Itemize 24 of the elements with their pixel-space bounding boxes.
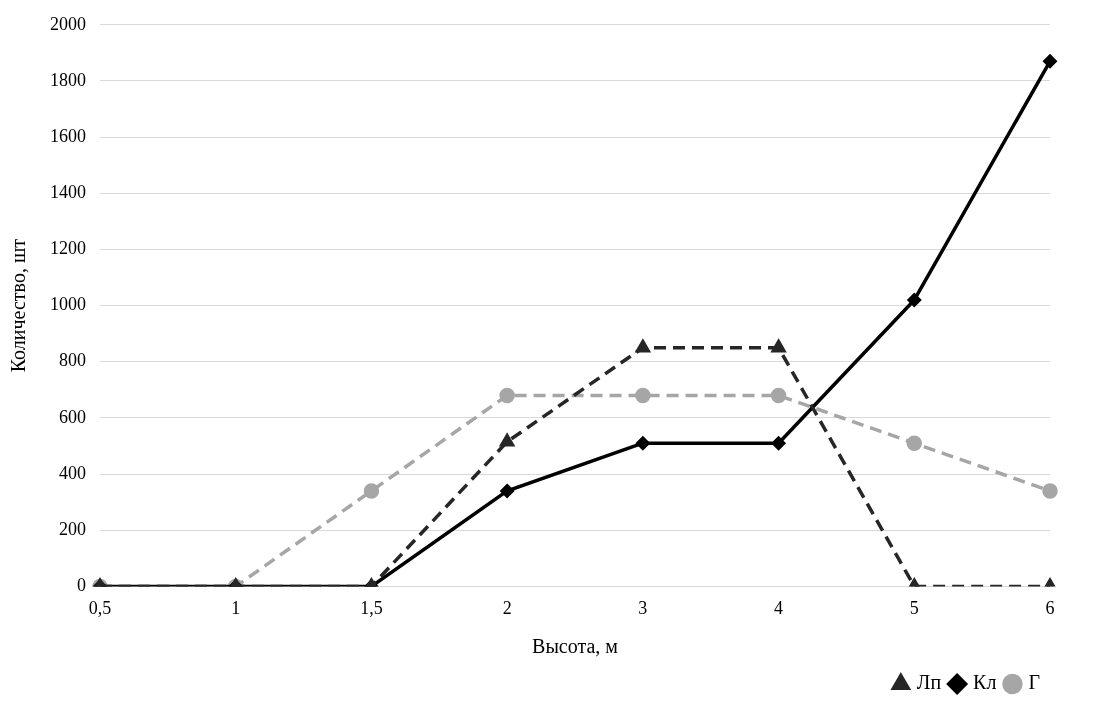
x-tick-label: 2: [502, 597, 512, 618]
y-tick-label: 1800: [50, 69, 86, 90]
y-tick-label: 1400: [50, 182, 86, 203]
x-tick-label: 1: [231, 597, 241, 618]
x-axis-title: Высота, м: [532, 635, 619, 658]
legend-label: Кл: [973, 671, 997, 694]
x-tick-label: 4: [774, 597, 784, 618]
x-tick-label: 1,5: [360, 597, 383, 618]
y-tick-label: 0: [77, 575, 86, 596]
y-tick-label: 400: [59, 462, 86, 483]
y-tick-label: 1600: [50, 125, 86, 146]
y-tick-label: 1200: [50, 238, 86, 259]
y-axis-title: Количество, шт: [7, 238, 30, 373]
y-tick-label: 2000: [50, 13, 86, 34]
y-tick-label: 200: [59, 518, 86, 539]
y-tick-label: 600: [59, 406, 86, 427]
x-tick-label: 0,5: [88, 597, 112, 618]
y-tick-label: 1000: [50, 294, 86, 315]
legend-label: Лп: [916, 671, 942, 694]
x-tick-label: 5: [909, 597, 919, 618]
x-tick-label: 6: [1045, 597, 1055, 618]
y-tick-label: 800: [59, 350, 86, 371]
x-tick-label: 3: [638, 597, 648, 618]
legend-label: Г: [1028, 671, 1040, 694]
